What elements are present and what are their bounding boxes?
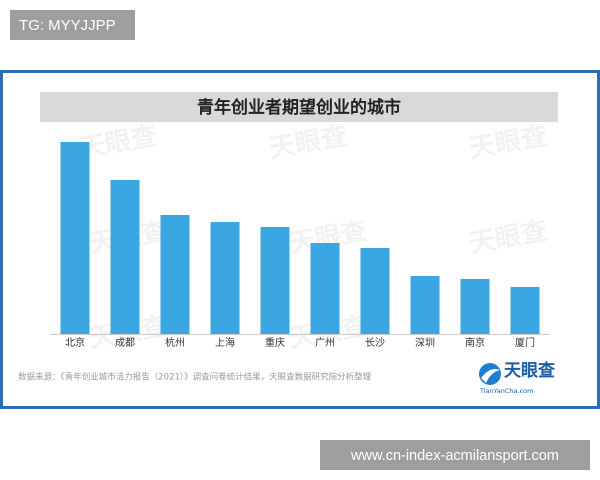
x-tick-label: 北京 (65, 336, 85, 349)
x-tick-label: 杭州 (165, 336, 185, 349)
bar (110, 180, 140, 334)
chart-title: 青年创业者期望创业的城市 (197, 97, 401, 118)
bars: 北京 成都 杭州 上海 重庆 广州 长沙 深圳 南京 厦门 (60, 142, 540, 349)
bar (210, 222, 240, 334)
bar (160, 215, 190, 334)
bar (410, 276, 440, 334)
x-tick-label: 成都 (115, 337, 135, 349)
bar (60, 142, 90, 334)
x-tick-label: 厦门 (515, 336, 535, 349)
x-tick-label: 长沙 (365, 337, 385, 349)
corner-badge (10, 10, 135, 40)
bar (360, 248, 390, 334)
x-tick-label: 广州 (315, 337, 335, 349)
footer-badge (320, 440, 590, 470)
x-tick-label: 上海 (215, 336, 235, 349)
corner-label: TG: MYYJJPP (19, 17, 116, 34)
logo-domain: TianYanCha.com (479, 387, 533, 395)
bar (460, 279, 490, 334)
source-note: 数据来源：《青年创业城市活力报告（2021）》调查问卷统计结果，天眼查数据研究院… (18, 372, 372, 383)
logo-swoosh (481, 369, 500, 383)
title-bar (40, 92, 558, 122)
logo-name: 天眼查 (504, 360, 556, 381)
x-tick-label: 深圳 (415, 337, 435, 349)
bar (260, 227, 290, 334)
frame (0, 70, 600, 409)
footer-url: www.cn-index-acmilansport.com (350, 448, 559, 464)
x-tick-label: 重庆 (265, 336, 285, 349)
x-tick-label: 南京 (465, 336, 485, 349)
bar (510, 287, 540, 334)
bar (310, 243, 340, 334)
